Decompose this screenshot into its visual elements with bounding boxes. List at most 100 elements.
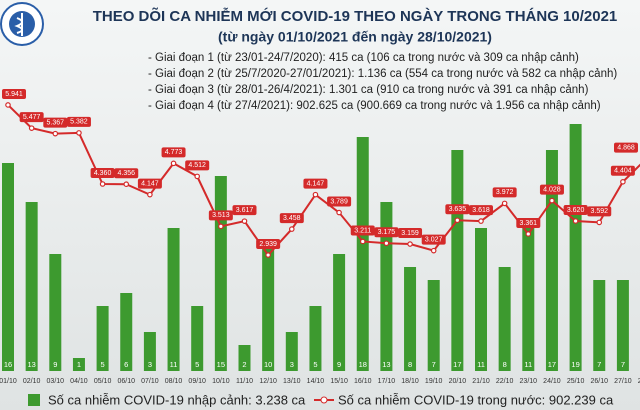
bar — [49, 254, 62, 371]
x-tick-label: 15/10 — [330, 378, 348, 385]
bar-label: 2 — [242, 360, 246, 369]
value-label-bg — [19, 112, 44, 123]
value-label: 5.382 — [70, 119, 88, 126]
note: - Giai đoạn 3 (từ 28/01-26/4/2021): 1.30… — [148, 84, 589, 96]
legend-swatch — [28, 394, 40, 406]
bar — [475, 228, 487, 371]
bar — [451, 150, 464, 371]
line-marker — [194, 173, 201, 180]
value-label: 4.356 — [117, 170, 135, 177]
bar — [2, 163, 14, 371]
value-label: 3.361 — [520, 220, 538, 227]
line-marker — [336, 209, 342, 216]
line-marker — [170, 160, 177, 167]
bar-label: 17 — [453, 360, 461, 369]
line-marker — [478, 218, 484, 224]
x-tick-label: 28/10 — [638, 378, 640, 385]
value-label: 3.635 — [449, 206, 467, 213]
value-label-bg — [303, 178, 328, 189]
x-tick-label: 18/10 — [401, 378, 419, 385]
value-label-bg — [232, 205, 257, 216]
line-marker — [572, 218, 579, 224]
bar — [25, 202, 38, 371]
value-label-bg — [587, 206, 612, 217]
bar-label: 7 — [597, 360, 601, 369]
value-label: 3.159 — [401, 230, 419, 237]
bar-label: 11 — [524, 360, 532, 369]
line-marker — [123, 181, 130, 188]
value-label: 4.512 — [188, 162, 206, 169]
value-label-bg — [469, 205, 493, 216]
bar-label: 16 — [4, 360, 12, 369]
bar — [285, 332, 298, 371]
x-tick-label: 02/10 — [23, 378, 41, 385]
value-label: 3.620 — [567, 207, 585, 214]
chart-title: THEO DÕI CA NHIỄM MỚI COVID-19 THEO NGÀY… — [93, 7, 618, 25]
line-marker — [549, 197, 555, 204]
bar — [238, 345, 251, 371]
bar-label: 17 — [548, 360, 556, 369]
value-label: 3.789 — [330, 198, 348, 205]
x-tick-label: 13/10 — [283, 378, 301, 385]
bar — [522, 228, 535, 371]
x-tick-label: 17/10 — [378, 378, 396, 385]
line-marker — [359, 238, 366, 245]
line-marker — [620, 179, 626, 185]
value-label: 3.211 — [354, 227, 371, 234]
value-label: 3.027 — [425, 236, 443, 243]
value-label: 4.360 — [94, 170, 112, 177]
line-marker — [241, 218, 248, 224]
bar-label: 11 — [477, 360, 485, 369]
x-tick-label: 12/10 — [259, 378, 277, 385]
x-tick-label: 22/10 — [496, 378, 514, 385]
line-marker — [407, 241, 413, 247]
bar-label: 3 — [148, 360, 152, 369]
value-label-bg — [43, 117, 68, 128]
value-label-bg — [90, 168, 115, 178]
bar — [191, 306, 204, 371]
value-label: 3.513 — [212, 212, 230, 219]
bar-label: 13 — [27, 360, 35, 369]
value-label: 3.618 — [472, 207, 490, 214]
bar-label: 6 — [124, 360, 128, 369]
value-label: 4.773 — [165, 149, 183, 156]
line-marker — [99, 181, 106, 187]
value-label: 3.458 — [283, 215, 301, 222]
bar — [262, 241, 275, 371]
bar-label: 7 — [621, 360, 625, 369]
bar — [545, 150, 558, 371]
value-label: 2.939 — [259, 241, 277, 248]
value-label: 3.175 — [378, 229, 396, 236]
legend-label: Số ca nhiễm COVID-19 nhập cảnh: 3.238 ca — [48, 392, 306, 407]
x-tick-label: 21/10 — [472, 378, 490, 385]
x-tick-label: 07/10 — [141, 378, 159, 385]
value-label: 4.147 — [141, 180, 159, 187]
line-marker — [5, 102, 11, 108]
value-label-bg — [445, 204, 470, 215]
x-tick-label: 09/10 — [188, 378, 206, 385]
x-tick-label: 01/10 — [0, 378, 17, 385]
value-label: 4.147 — [307, 180, 325, 187]
value-label: 5.941 — [5, 91, 23, 98]
bar — [72, 358, 85, 371]
value-label: 5.477 — [23, 114, 41, 121]
value-label-bg — [539, 184, 564, 195]
bar — [120, 293, 133, 371]
line-marker — [383, 240, 390, 247]
x-tick-label: 05/10 — [94, 378, 112, 385]
bar-label: 9 — [53, 360, 57, 369]
value-label-bg — [2, 88, 26, 99]
x-tick-label: 20/10 — [449, 378, 467, 385]
line-marker — [312, 191, 319, 198]
x-tick-label: 11/10 — [236, 378, 253, 385]
bar — [96, 306, 109, 371]
value-label-bg — [563, 205, 588, 215]
value-label-bg — [516, 217, 541, 228]
bar — [143, 332, 156, 371]
note: - Giai đoạn 2 (từ 25/7/2020-27/01/2021):… — [148, 68, 617, 80]
value-label-bg — [610, 165, 635, 176]
value-label: 4.868 — [617, 144, 635, 151]
bar-label: 9 — [337, 360, 341, 369]
bar-label: 5 — [313, 360, 317, 369]
bar — [333, 254, 346, 371]
